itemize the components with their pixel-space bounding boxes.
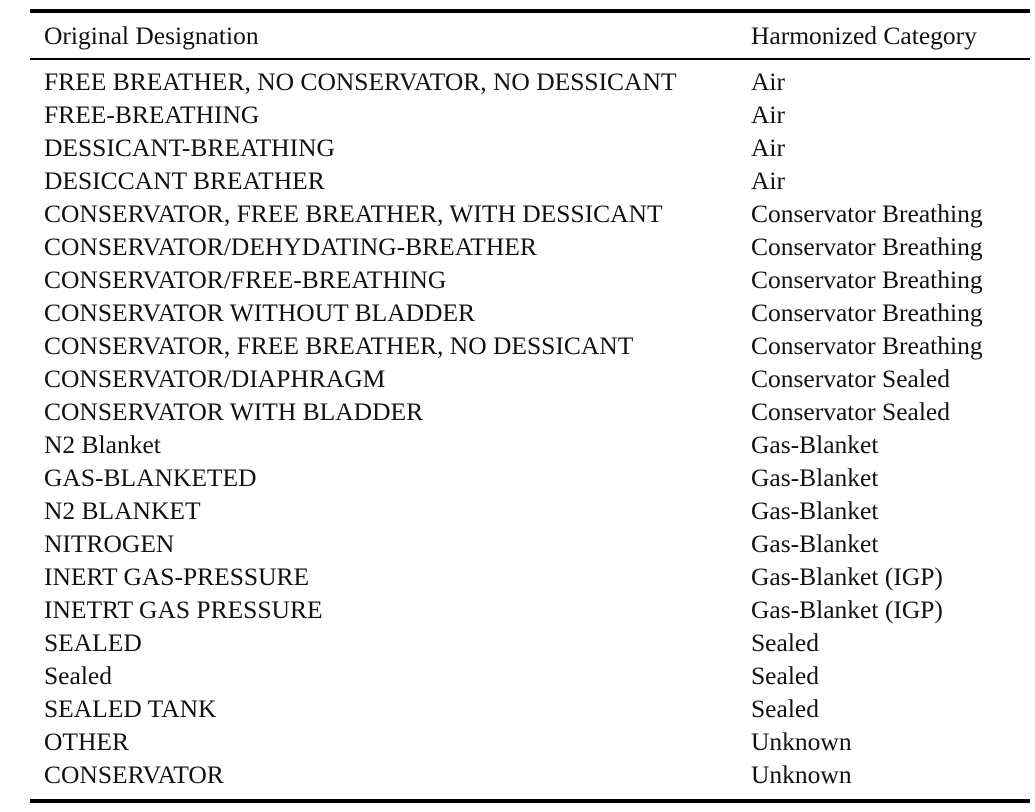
original-designation-cell: SEALED — [44, 628, 142, 657]
original-designation-cell: SEALED TANK — [44, 694, 217, 723]
original-designation-cell: INERT GAS-PRESSURE — [44, 562, 310, 591]
harmonized-category-cell: Unknown — [751, 760, 852, 789]
original-designation-cell: NITROGEN — [44, 529, 175, 558]
harmonized-category-cell: Air — [751, 133, 785, 162]
table-row: CONSERVATOR/FREE-BREATHING Conservator Br… — [0, 263, 1035, 296]
table-row: N2 BLANKET Gas-Blanket — [0, 494, 1035, 527]
original-designation-cell: CONSERVATOR WITHOUT BLADDER — [44, 298, 476, 327]
harmonized-category-cell: Air — [751, 67, 785, 96]
harmonized-category-cell: Conservator Breathing — [751, 265, 983, 294]
harmonized-category-cell: Air — [751, 166, 785, 195]
table-row: CONSERVATOR/DEHYDATING-BREATHER Conservat… — [0, 230, 1035, 263]
table-row: INERT GAS-PRESSURE Gas-Blanket (IGP) — [0, 560, 1035, 593]
harmonized-category-cell: Sealed — [751, 628, 819, 657]
original-designation-cell: Sealed — [44, 661, 112, 690]
header-row: Original Designation Harmonized Category — [0, 19, 1035, 52]
table-row: SEALED TANK Sealed — [0, 692, 1035, 725]
harmonized-category-cell: Conservator Sealed — [751, 397, 950, 426]
harmonized-category-cell: Conservator Breathing — [751, 199, 983, 228]
table-row: N2 Blanket Gas-Blanket — [0, 428, 1035, 461]
harmonized-category-cell: Conservator Breathing — [751, 232, 983, 261]
original-designation-cell: DESSICANT-BREATHING — [44, 133, 335, 162]
table-row: DESSICANT-BREATHING Air — [0, 131, 1035, 164]
original-designation-cell: N2 Blanket — [44, 430, 161, 459]
table-row: CONSERVATOR Unknown — [0, 758, 1035, 791]
table-row: DESICCANT BREATHER Air — [0, 164, 1035, 197]
table-row: FREE BREATHER, NO CONSERVATOR, NO DESSIC… — [0, 65, 1035, 98]
original-designation-cell: FREE-BREATHING — [44, 100, 260, 129]
harmonized-category-cell: Gas-Blanket — [751, 463, 879, 492]
harmonized-category-cell: Gas-Blanket — [751, 430, 879, 459]
original-designation-cell: INETRT GAS PRESSURE — [44, 595, 323, 624]
harmonized-category-cell: Unknown — [751, 727, 852, 756]
table-row: OTHER Unknown — [0, 725, 1035, 758]
original-designation-cell: OTHER — [44, 727, 129, 756]
harmonized-category-cell: Conservator Sealed — [751, 364, 950, 393]
table-row: INETRT GAS PRESSURE Gas-Blanket (IGP) — [0, 593, 1035, 626]
table-row: GAS-BLANKETED Gas-Blanket — [0, 461, 1035, 494]
original-designation-cell: CONSERVATOR/FREE-BREATHING — [44, 265, 447, 294]
table-row: CONSERVATOR, FREE BREATHER, NO DESSICANT… — [0, 329, 1035, 362]
table-row: CONSERVATOR/DIAPHRAGM Conservator Sealed — [0, 362, 1035, 395]
original-designation-cell: CONSERVATOR/DIAPHRAGM — [44, 364, 386, 393]
original-designation-cell: CONSERVATOR WITH BLADDER — [44, 397, 424, 426]
original-designation-cell: CONSERVATOR, FREE BREATHER, WITH DESSICA… — [44, 199, 663, 228]
table-row: NITROGEN Gas-Blanket — [0, 527, 1035, 560]
header-original-designation: Original Designation — [44, 21, 259, 50]
harmonized-category-cell: Conservator Breathing — [751, 331, 983, 360]
original-designation-cell: FREE BREATHER, NO CONSERVATOR, NO DESSIC… — [44, 67, 677, 96]
table-row: SEALED Sealed — [0, 626, 1035, 659]
harmonized-category-cell: Gas-Blanket — [751, 529, 879, 558]
original-designation-cell: CONSERVATOR/DEHYDATING-BREATHER — [44, 232, 537, 261]
original-designation-cell: DESICCANT BREATHER — [44, 166, 325, 195]
harmonized-category-cell: Gas-Blanket (IGP) — [751, 562, 943, 591]
table-row: FREE-BREATHING Air — [0, 98, 1035, 131]
bottom-rule — [30, 799, 1030, 803]
header-harmonized-category: Harmonized Category — [751, 21, 977, 50]
harmonized-category-cell: Gas-Blanket — [751, 496, 879, 525]
harmonized-category-cell: Sealed — [751, 694, 819, 723]
header-rule — [30, 58, 1030, 60]
original-designation-cell: CONSERVATOR — [44, 760, 224, 789]
harmonized-category-cell: Gas-Blanket (IGP) — [751, 595, 943, 624]
original-designation-cell: CONSERVATOR, FREE BREATHER, NO DESSICANT — [44, 331, 634, 360]
harmonized-category-cell: Sealed — [751, 661, 819, 690]
table-row: Sealed Sealed — [0, 659, 1035, 692]
harmonized-category-cell: Air — [751, 100, 785, 129]
table-row: CONSERVATOR WITHOUT BLADDER Conservator B… — [0, 296, 1035, 329]
top-rule — [30, 9, 1030, 13]
original-designation-cell: N2 BLANKET — [44, 496, 201, 525]
table-row: CONSERVATOR, FREE BREATHER, WITH DESSICA… — [0, 197, 1035, 230]
table-row: CONSERVATOR WITH BLADDER Conservator Seal… — [0, 395, 1035, 428]
harmonized-category-cell: Conservator Breathing — [751, 298, 983, 327]
original-designation-cell: GAS-BLANKETED — [44, 463, 257, 492]
